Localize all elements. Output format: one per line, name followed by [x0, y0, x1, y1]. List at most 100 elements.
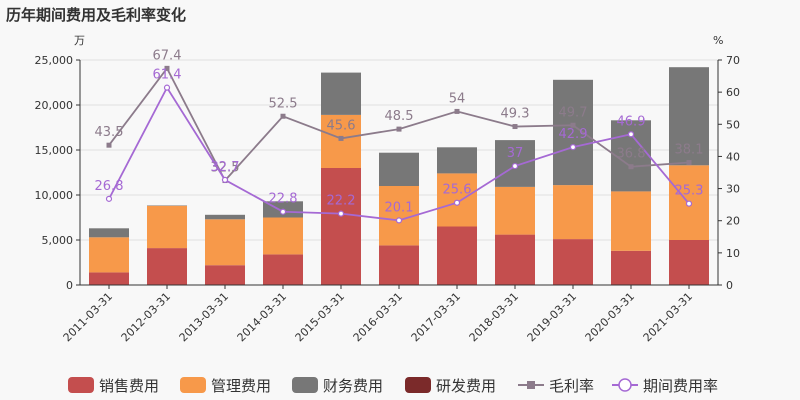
label-gm: 67.4	[153, 48, 182, 63]
point-er	[337, 210, 345, 217]
bar-fin	[321, 72, 361, 115]
label-gm: 36.8	[617, 147, 646, 162]
bar-mgmt	[205, 219, 245, 266]
label-er: 32.7	[211, 160, 240, 175]
label-er: 20.1	[385, 200, 414, 215]
x-tick-label: 2013-03-31	[177, 290, 231, 344]
x-tick-label: 2018-03-31	[467, 290, 521, 344]
point-gm	[106, 142, 112, 148]
chart-title: 历年期间费用及毛利率变化	[6, 6, 186, 24]
bar-fin	[669, 67, 709, 166]
point-er	[627, 131, 635, 138]
legend-label: 财务费用	[323, 377, 383, 395]
left-axis-unit: 万	[74, 34, 85, 47]
data-labels: 43.5 67.4 32.5 52.5 45.6 48.5 54 49.3 49.7 36.8 38…	[95, 48, 704, 215]
x-tick-label: 2021-03-31	[641, 290, 695, 344]
label-gm: 45.6	[327, 118, 356, 133]
bar-fin	[89, 228, 129, 238]
x-tick-label: 2020-03-31	[583, 290, 637, 344]
right-tick-label: 30	[726, 183, 740, 196]
bar-mgmt	[147, 205, 187, 249]
label-gm: 38.1	[675, 143, 704, 158]
bar-sales	[263, 254, 303, 285]
point-er	[453, 199, 461, 206]
right-tick-label: 50	[726, 118, 740, 131]
bar-sales	[379, 245, 419, 285]
left-tick-label: 0	[66, 279, 73, 292]
legend-marker	[527, 381, 535, 389]
label-er: 22.8	[269, 192, 298, 207]
point-er	[395, 217, 403, 224]
point-gm	[454, 108, 460, 114]
legend-swatch	[292, 377, 318, 393]
x-tick-label: 2015-03-31	[293, 290, 347, 344]
left-tick-label: 10,000	[35, 189, 74, 202]
left-tick-label: 5,000	[42, 234, 74, 247]
bar-sales	[205, 265, 245, 285]
point-er	[279, 208, 287, 215]
legend-marker	[618, 378, 632, 392]
left-tick-label: 20,000	[35, 99, 74, 112]
right-tick-label: 40	[726, 150, 740, 163]
legend-swatch	[68, 377, 94, 393]
legend-label: 期间费用率	[643, 377, 718, 395]
label-gm: 32.5	[211, 161, 240, 176]
right-tick-label: 20	[726, 215, 740, 228]
point-gm	[512, 124, 518, 130]
label-gm: 48.5	[385, 109, 414, 124]
legend-label: 销售费用	[99, 377, 159, 395]
bar-mgmt	[89, 237, 129, 273]
legend-label: 毛利率	[549, 377, 594, 395]
left-tick-label: 25,000	[35, 54, 74, 67]
label-gm: 49.3	[501, 107, 530, 122]
bar-fin	[553, 79, 593, 186]
bar-sales	[669, 240, 709, 285]
label-er: 22.2	[327, 194, 356, 209]
label-er: 25.6	[443, 183, 472, 198]
label-er: 61.4	[153, 68, 182, 83]
point-er	[685, 200, 693, 207]
label-er: 42.9	[559, 127, 588, 142]
label-gm: 43.5	[95, 125, 124, 140]
x-tick-label: 2012-03-31	[119, 290, 173, 344]
label-er: 26.8	[95, 179, 124, 194]
legend-swatch	[405, 377, 431, 393]
right-tick-label: 70	[726, 54, 740, 67]
right-axis: 0 10 20 30 40 50 60 70	[717, 54, 740, 292]
bar-mgmt	[495, 186, 535, 235]
x-tick-label: 2014-03-31	[235, 290, 289, 344]
label-gm: 52.5	[269, 96, 298, 111]
point-gm	[280, 113, 286, 119]
legend-label: 管理费用	[211, 377, 271, 395]
bar-series	[89, 67, 709, 285]
point-er	[569, 144, 577, 151]
point-er	[105, 195, 113, 202]
bar-fin	[437, 147, 477, 174]
bar-mgmt	[611, 191, 651, 251]
bar-fin	[205, 214, 245, 220]
right-tick-label: 10	[726, 247, 740, 260]
legend: 销售费用 管理费用 财务费用 研发费用 毛利率 期间费用率	[68, 377, 718, 395]
bar-sales	[553, 239, 593, 285]
point-er	[163, 84, 171, 91]
point-gm	[686, 160, 692, 166]
point-gm	[628, 164, 634, 170]
label-er: 37	[507, 146, 524, 161]
point-gm	[338, 135, 344, 141]
bar-fin	[379, 152, 419, 186]
x-tick-label: 2011-03-31	[61, 290, 115, 344]
x-tick-label: 2019-03-31	[525, 290, 579, 344]
point-gm	[396, 126, 402, 132]
bar-sales	[147, 248, 187, 285]
x-tick-label: 2016-03-31	[351, 290, 405, 344]
legend-label: 研发费用	[436, 377, 496, 395]
right-axis-unit: %	[713, 34, 723, 47]
x-tick-label: 2017-03-31	[409, 290, 463, 344]
bar-mgmt	[321, 114, 361, 168]
right-tick-label: 0	[726, 279, 733, 292]
x-axis: 2011-03-31 2012-03-31 2013-03-31 2014-03-31…	[61, 284, 718, 344]
bar-mgmt	[263, 217, 303, 255]
bar-sales	[437, 226, 477, 285]
point-gm	[570, 122, 576, 128]
legend-swatch	[180, 377, 206, 393]
